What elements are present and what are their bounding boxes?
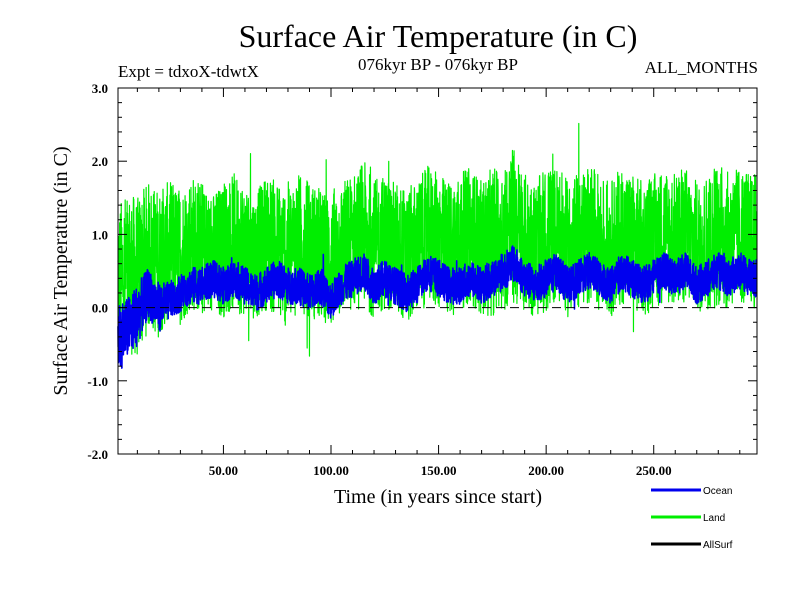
x-tick-label: 200.00 xyxy=(528,463,564,478)
legend-label-land: Land xyxy=(703,513,725,524)
legend-label-ocean: Ocean xyxy=(703,486,732,497)
x-tick-label: 150.00 xyxy=(421,463,457,478)
plot-frame xyxy=(117,87,758,455)
y-tick-label: -2.0 xyxy=(87,447,108,462)
series-layer xyxy=(117,122,758,369)
y-tick-label: 2.0 xyxy=(92,154,108,169)
months-label: ALL_MONTHS xyxy=(644,58,758,77)
series-line-land xyxy=(117,122,758,357)
x-axis-label: Time (in years since start) xyxy=(334,486,542,508)
legend: Ocean Land AllSurf xyxy=(651,486,733,551)
x-tick-label: 250.00 xyxy=(636,463,672,478)
series-line-ocean xyxy=(117,245,758,369)
x-tick-label: 50.00 xyxy=(209,463,238,478)
y-tick-label: 1.0 xyxy=(92,227,108,242)
y-tick-label: -1.0 xyxy=(87,374,108,389)
y-tick-label: 3.0 xyxy=(92,81,108,96)
y-tick-label: 0.0 xyxy=(92,301,108,316)
period-label: 076kyr BP - 076kyr BP xyxy=(358,55,518,74)
axes-layer: 50.00 100.00 150.00 200.00 250.00 -2.0 -1.0 0.0… xyxy=(87,81,758,478)
legend-label-allsurf: AllSurf xyxy=(703,540,733,551)
y-axis-label: Surface Air Temperature (in C) xyxy=(50,146,72,395)
chart-title: Surface Air Temperature (in C) xyxy=(238,18,638,54)
experiment-label: Expt = tdxoX-tdwtX xyxy=(118,62,259,81)
x-tick-label: 100.00 xyxy=(313,463,349,478)
